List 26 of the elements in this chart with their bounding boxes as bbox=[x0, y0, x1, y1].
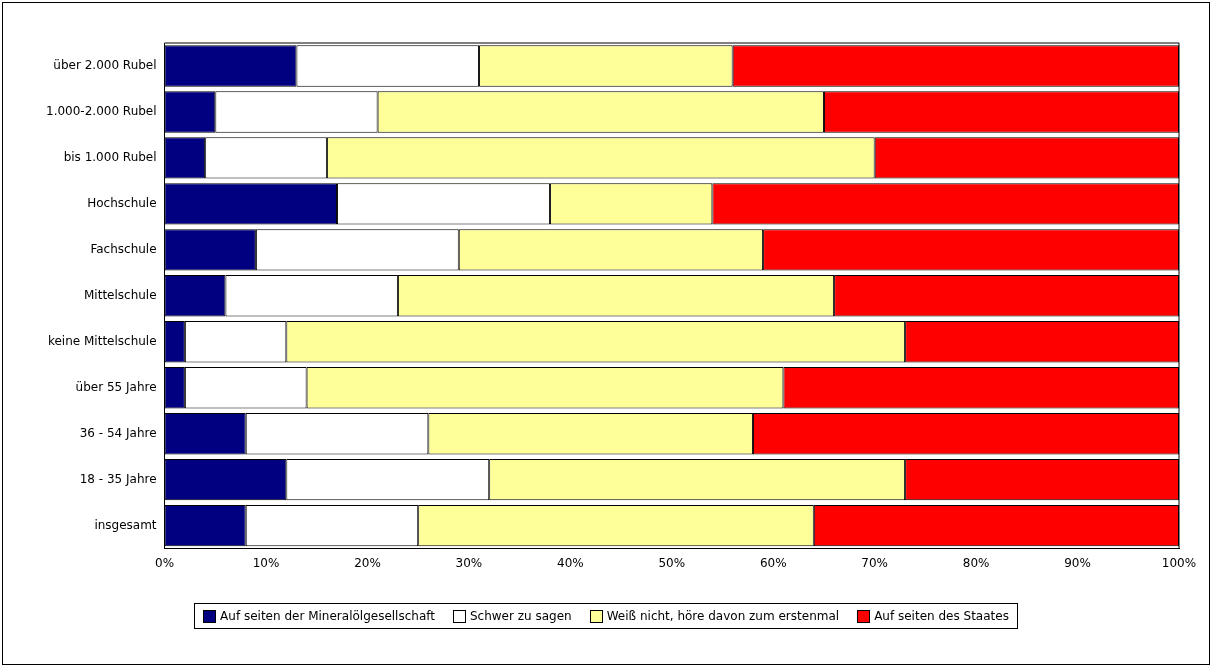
y-tick-label: keine Mittelschule bbox=[47, 333, 157, 348]
x-tick-label: 20% bbox=[354, 555, 381, 570]
x-tick-label: 90% bbox=[1064, 555, 1091, 570]
x-tick-label: 40% bbox=[557, 555, 584, 570]
y-tick-label: insgesamt bbox=[94, 517, 157, 532]
y-tick-label: 1.000-2.000 Rubel bbox=[46, 104, 157, 119]
y-tick-label: Fachschule bbox=[90, 241, 157, 256]
legend-label: Auf seiten der Mineralölgesellschaft bbox=[220, 609, 435, 623]
x-tick-label: 30% bbox=[455, 555, 483, 570]
x-tick-label: 80% bbox=[962, 555, 990, 570]
x-tick-label: 100% bbox=[1161, 555, 1197, 570]
x-tick-label: 60% bbox=[759, 555, 787, 570]
y-tick-label: 36 - 54 Jahre bbox=[79, 425, 157, 440]
y-tick-label: Hochschule bbox=[87, 196, 157, 210]
legend-label: Schwer zu sagen bbox=[469, 609, 572, 623]
y-tick-label: 18 - 35 Jahre bbox=[79, 471, 157, 486]
y-tick-label: über 2.000 Rubel bbox=[53, 58, 157, 73]
x-tick-label: 50% bbox=[658, 555, 686, 570]
legend-label: Weiß nicht, höre davon zum erstenmal bbox=[606, 609, 840, 623]
x-tick-label: 70% bbox=[861, 555, 889, 570]
y-tick-label: Mittelschule bbox=[84, 287, 157, 302]
x-tick-label: 0% bbox=[155, 555, 175, 570]
legend-label: Auf seiten des Staates bbox=[874, 609, 1009, 623]
y-tick-label: über 55 Jahre bbox=[75, 379, 157, 394]
x-tick-label: 10% bbox=[252, 555, 280, 570]
y-tick-label: bis 1.000 Rubel bbox=[63, 150, 157, 165]
